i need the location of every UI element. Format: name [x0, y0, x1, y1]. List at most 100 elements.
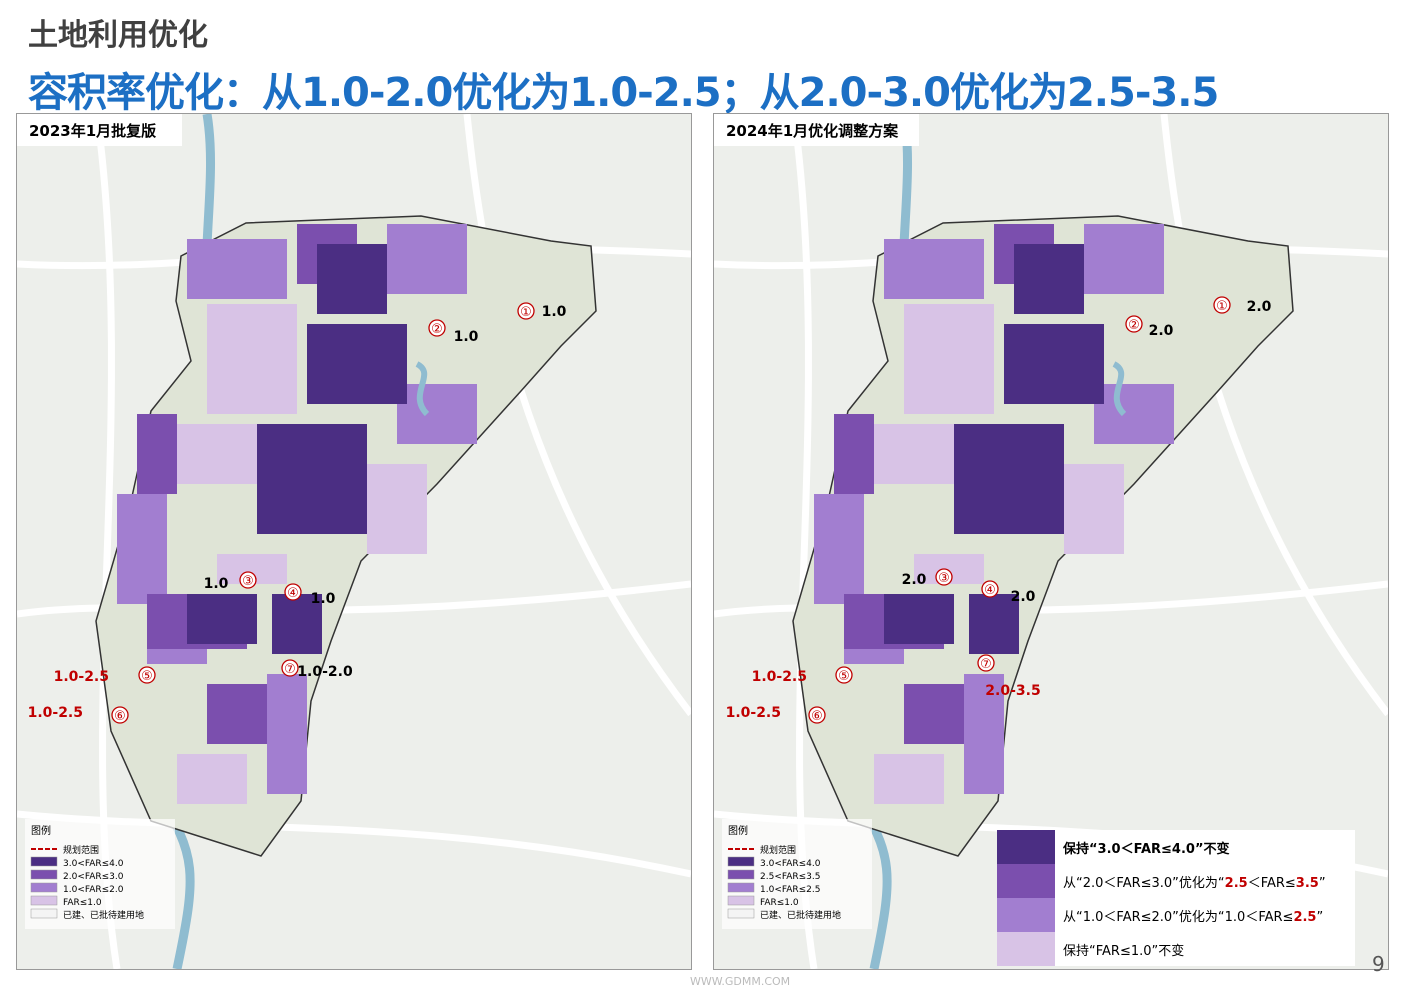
marker-label: 2.0: [1011, 589, 1036, 605]
marker-circle: [808, 706, 826, 724]
page-number: 9: [1372, 952, 1385, 976]
legend-item: FAR≤1.0: [760, 898, 799, 908]
map-panel: 2023年1月批复版 ① 1.0 ② 1.0 ③ 1.0 ④ 1.0 ⑤ 1.0-2.5 ⑥ 1.0-2…: [16, 113, 692, 970]
map: 2023年1月批复版 ① 1.0 ② 1.0 ③ 1.0 ④ 1.0 ⑤ 1.0-2.5 ⑥ 1.0-2…: [17, 114, 691, 969]
marker-circle: [977, 654, 995, 672]
legend-item: 规划范围: [760, 844, 796, 856]
summary-part: ”: [1318, 875, 1326, 891]
marker-number: ①: [1216, 299, 1228, 314]
marker-number: ⑥: [114, 709, 126, 724]
marker-number: ④: [287, 586, 299, 601]
marker-circle: [284, 583, 302, 601]
marker-circle: [239, 571, 257, 589]
marker-label: 1.0: [454, 329, 479, 345]
summary-part: 3.5: [1295, 875, 1319, 891]
legend-swatch: [727, 856, 755, 867]
legend-swatch: [727, 882, 755, 893]
legend-item: FAR≤1.0: [63, 898, 102, 908]
summary-swatch: [997, 864, 1055, 898]
marker-label: 1.0-2.0: [297, 664, 353, 680]
marker-label: 1.0-2.5: [28, 705, 83, 721]
marker-circle: [138, 666, 156, 684]
marker-circle: [111, 706, 129, 724]
marker-label: 2.0: [902, 572, 927, 588]
summary-row: 保持“FAR≤1.0”不变: [997, 932, 1355, 966]
marker-number: ⑤: [141, 669, 153, 684]
marker-label: 1.0-2.5: [54, 669, 109, 685]
marker-circle: [981, 580, 999, 598]
title-box: [714, 114, 919, 146]
summary-text: 从“1.0＜FAR≤2.0”优化为“1.0＜FAR≤2.5”: [1063, 906, 1323, 925]
marker-number: ①: [520, 305, 532, 320]
marker-label: 1.0: [542, 304, 567, 320]
summary-part: 保持“3.0＜FAR≤4.0”不变: [1063, 841, 1230, 857]
marker-label: 1.0-2.5: [726, 705, 781, 721]
summary-swatch: [997, 830, 1055, 864]
summary-text: 保持“FAR≤1.0”不变: [1063, 940, 1184, 959]
legend-swatch: [30, 882, 58, 893]
marker-number: ③: [242, 574, 254, 589]
marker-circle: [428, 319, 446, 337]
legend-swatch: [30, 908, 58, 919]
marker-circle: [935, 568, 953, 586]
summary-part: 2.5: [1224, 875, 1248, 891]
marker-label: 1.0: [204, 576, 229, 592]
marker-number: ⑦: [284, 662, 296, 677]
summary-swatch: [997, 898, 1055, 932]
legend-item: 1.0<FAR≤2.5: [760, 885, 820, 895]
marker-circle: [835, 666, 853, 684]
section-title: 土地利用优化: [28, 18, 208, 53]
summary-part: 保持“FAR≤1.0”不变: [1063, 943, 1185, 959]
legend-swatch: [30, 869, 58, 880]
marker-label: 1.0-2.5: [752, 669, 807, 685]
marker-circle: [1213, 296, 1231, 314]
title-box: [17, 114, 182, 146]
summary-part: 从“1.0＜FAR≤2.0”优化为“1.0＜FAR≤: [1063, 909, 1294, 925]
summary-part: ＜FAR≤: [1247, 875, 1296, 891]
marker-number: ②: [431, 322, 443, 337]
legend-swatch: [727, 895, 755, 906]
marker-label: 2.0-3.5: [985, 683, 1040, 699]
summary-part: ”: [1316, 909, 1324, 925]
legend-swatch: [727, 869, 755, 880]
summary-text: 从“2.0＜FAR≤3.0”优化为“2.5＜FAR≤3.5”: [1063, 872, 1326, 891]
legend-item: 已建、已批待建用地: [760, 909, 841, 921]
map: 2024年1月优化调整方案 ① 2.0 ② 2.0 ③ 2.0 ④ 2.0 ⑤ 1.0-2.5 ⑥ 1.…: [714, 114, 1388, 969]
legend-item: 2.0<FAR≤3.0: [63, 872, 124, 882]
legend-item: 2.5<FAR≤3.5: [760, 872, 820, 882]
marker-label: 2.0: [1247, 299, 1272, 315]
marker-circle: [281, 659, 299, 677]
summary-legend: 保持“3.0＜FAR≤4.0”不变 从“2.0＜FAR≤3.0”优化为“2.5＜F…: [997, 830, 1355, 966]
legend-title: 图例: [31, 824, 51, 837]
marker-number: ⑥: [811, 709, 823, 724]
marker-number: ④: [984, 583, 996, 598]
marker-label: 1.0: [311, 591, 336, 607]
slide-title: 容积率优化：从1.0-2.0优化为1.0-2.5；从2.0-3.0优化为2.5-…: [28, 70, 1219, 116]
marker-number: ⑦: [980, 657, 992, 672]
legend-item: 3.0<FAR≤4.0: [760, 859, 821, 869]
marker-circle: [1125, 315, 1143, 333]
marker-number: ②: [1128, 318, 1140, 333]
map-panel: 2024年1月优化调整方案 ① 2.0 ② 2.0 ③ 2.0 ④ 2.0 ⑤ 1.0-2.5 ⑥ 1.…: [713, 113, 1389, 970]
summary-part: 从“2.0＜FAR≤3.0”优化为“: [1063, 875, 1225, 891]
summary-row: 保持“3.0＜FAR≤4.0”不变: [997, 830, 1355, 864]
map-title: 2024年1月优化调整方案: [726, 122, 899, 140]
summary-row: 从“1.0＜FAR≤2.0”优化为“1.0＜FAR≤2.5”: [997, 898, 1355, 932]
summary-row: 从“2.0＜FAR≤3.0”优化为“2.5＜FAR≤3.5”: [997, 864, 1355, 898]
summary-part: 2.5: [1293, 909, 1317, 925]
summary-swatch: [997, 932, 1055, 966]
legend-swatch: [727, 908, 755, 919]
legend-item: 1.0<FAR≤2.0: [63, 885, 124, 895]
legend-swatch: [30, 895, 58, 906]
watermark: WWW.GDMM.COM: [690, 975, 791, 988]
legend-swatch: [30, 856, 58, 867]
summary-text: 保持“3.0＜FAR≤4.0”不变: [1063, 838, 1230, 857]
legend-title: 图例: [728, 824, 748, 837]
marker-circle: [517, 302, 535, 320]
marker-label: 2.0: [1149, 323, 1174, 339]
legend-item: 已建、已批待建用地: [63, 909, 144, 921]
marker-number: ③: [938, 571, 950, 586]
legend-item: 规划范围: [63, 844, 99, 856]
marker-number: ⑤: [838, 669, 850, 684]
